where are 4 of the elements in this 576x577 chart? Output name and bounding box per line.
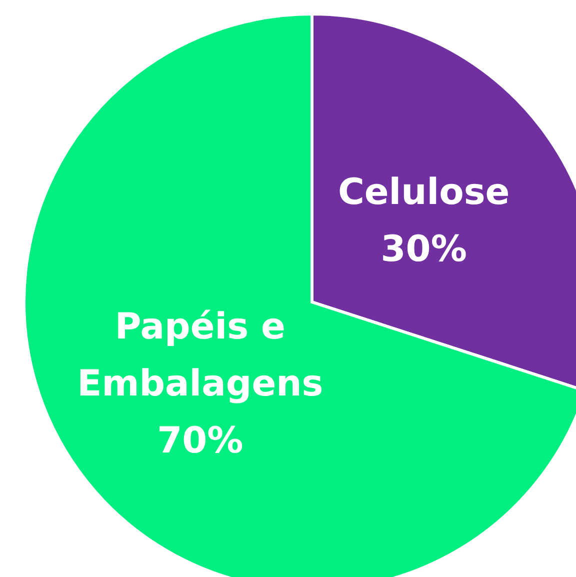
data-label: 30%	[380, 228, 467, 270]
slice-label: Papéis e Embalagens	[77, 306, 324, 404]
data-label: 70%	[157, 420, 244, 461]
slice-label: Celulose	[338, 172, 510, 213]
